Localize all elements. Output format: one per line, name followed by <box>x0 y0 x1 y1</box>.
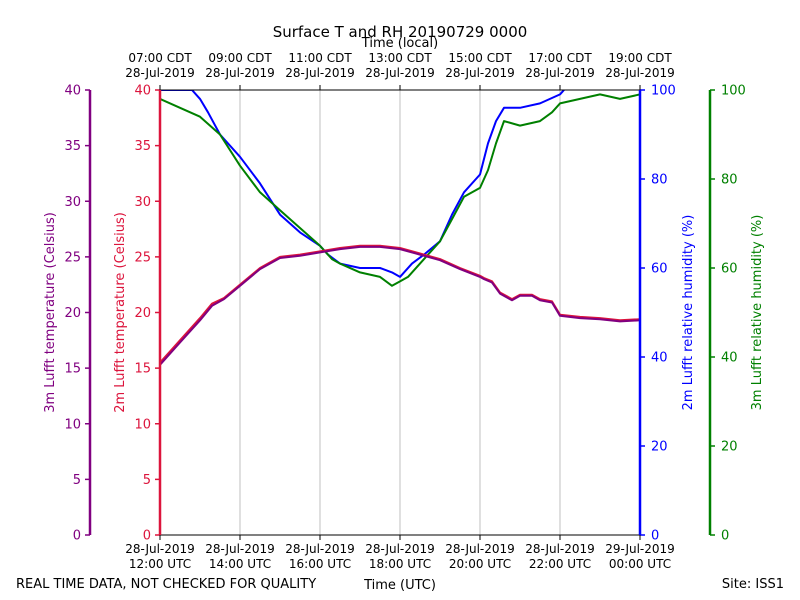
bottom-tick-date: 28-Jul-2019 <box>525 542 595 556</box>
top-tick-date: 28-Jul-2019 <box>205 66 275 80</box>
bottom-tick-time: 20:00 UTC <box>449 557 511 571</box>
t2m-tick-label: 20 <box>134 306 151 321</box>
rh3m-tick-label: 60 <box>721 262 738 277</box>
site-label: Site: ISS1 <box>722 577 784 592</box>
top-tick-date: 28-Jul-2019 <box>605 66 675 80</box>
rh2m-axis-label: 2m Lufft relative humidity (%) <box>681 215 696 411</box>
bottom-tick-time: 00:00 UTC <box>609 557 671 571</box>
series-line-3m-t <box>160 245 640 366</box>
t3m-tick-label: 10 <box>64 417 81 432</box>
rh3m-tick-label: 80 <box>721 173 738 188</box>
t3m-axis-label: 3m Lufft temperature (Celsius) <box>43 212 58 413</box>
top-tick-date: 28-Jul-2019 <box>525 66 595 80</box>
t2m-tick-label: 40 <box>134 84 151 99</box>
rh3m-tick-label: 40 <box>721 351 738 366</box>
axes: 0 5 10 15 20 25 30 35 40 3m Lufft temperature (Ce… <box>43 84 765 544</box>
t2m-tick-label: 25 <box>134 250 151 265</box>
top-tick-time: 11:00 CDT <box>288 51 352 65</box>
top-tick-time: 15:00 CDT <box>448 51 512 65</box>
t2m-axis-label: 2m Lufft temperature (Celsius) <box>113 212 128 413</box>
rh2m-tick-label: 40 <box>651 351 668 366</box>
t3m-tick-label: 5 <box>73 473 81 488</box>
top-tick-date: 28-Jul-2019 <box>125 66 195 80</box>
data-series <box>160 90 640 366</box>
t3m-tick-label: 40 <box>64 84 81 99</box>
rh2m-tick-label: 20 <box>651 440 668 455</box>
rh3m-tick-label: 20 <box>721 440 738 455</box>
bottom-tick-time: 22:00 UTC <box>529 557 591 571</box>
top-axis-label: Time (local) <box>361 36 438 51</box>
bottom-tick-time: 14:00 UTC <box>209 557 271 571</box>
top-tick-date: 28-Jul-2019 <box>445 66 515 80</box>
t2m-tick-label: 35 <box>134 139 151 154</box>
bottom-tick-time: 18:00 UTC <box>369 557 431 571</box>
top-tick-time: 19:00 CDT <box>608 51 672 65</box>
top-tick-date: 28-Jul-2019 <box>365 66 435 80</box>
t2m-tick-label: 5 <box>143 473 151 488</box>
rh2m-tick-label: 0 <box>651 529 659 544</box>
quality-disclaimer: REAL TIME DATA, NOT CHECKED FOR QUALITY <box>16 577 316 592</box>
top-tick-time: 13:00 CDT <box>368 51 432 65</box>
t2m-tick-label: 0 <box>143 529 151 544</box>
t3m-tick-label: 15 <box>64 362 81 377</box>
top-tick-date: 28-Jul-2019 <box>285 66 355 80</box>
chart-title: Surface T and RH 20190729 0000 <box>273 23 528 41</box>
t3m-tick-label: 0 <box>73 529 81 544</box>
t3m-tick-label: 30 <box>64 195 81 210</box>
rh3m-tick-label: 0 <box>721 529 729 544</box>
t3m-tick-label: 20 <box>64 306 81 321</box>
rh2m-tick-label: 80 <box>651 173 668 188</box>
bottom-tick-time: 16:00 UTC <box>289 557 351 571</box>
rh3m-tick-label: 100 <box>721 84 746 99</box>
t2m-tick-label: 15 <box>134 362 151 377</box>
t2m-tick-label: 30 <box>134 195 151 210</box>
bottom-tick-date: 28-Jul-2019 <box>445 542 515 556</box>
t3m-tick-label: 35 <box>64 139 81 154</box>
top-tick-time: 09:00 CDT <box>208 51 272 65</box>
series-line-3m-rh <box>160 93 640 287</box>
bottom-tick-date: 29-Jul-2019 <box>605 542 675 556</box>
series-line-2m-rh <box>160 90 565 278</box>
rh2m-tick-label: 60 <box>651 262 668 277</box>
bottom-tick-date: 28-Jul-2019 <box>125 542 195 556</box>
top-tick-time: 17:00 CDT <box>528 51 592 65</box>
bottom-tick-date: 28-Jul-2019 <box>285 542 355 556</box>
rh2m-tick-label: 100 <box>651 84 676 99</box>
t3m-tick-label: 25 <box>64 250 81 265</box>
gridlines <box>239 90 561 535</box>
x-axis-label: Time (UTC) <box>363 578 436 593</box>
bottom-tick-date: 28-Jul-2019 <box>365 542 435 556</box>
bottom-tick-date: 28-Jul-2019 <box>205 542 275 556</box>
t2m-tick-label: 10 <box>134 417 151 432</box>
rh3m-axis-label: 3m Lufft relative humidity (%) <box>750 215 765 411</box>
top-tick-time: 07:00 CDT <box>128 51 192 65</box>
bottom-tick-time: 12:00 UTC <box>129 557 191 571</box>
